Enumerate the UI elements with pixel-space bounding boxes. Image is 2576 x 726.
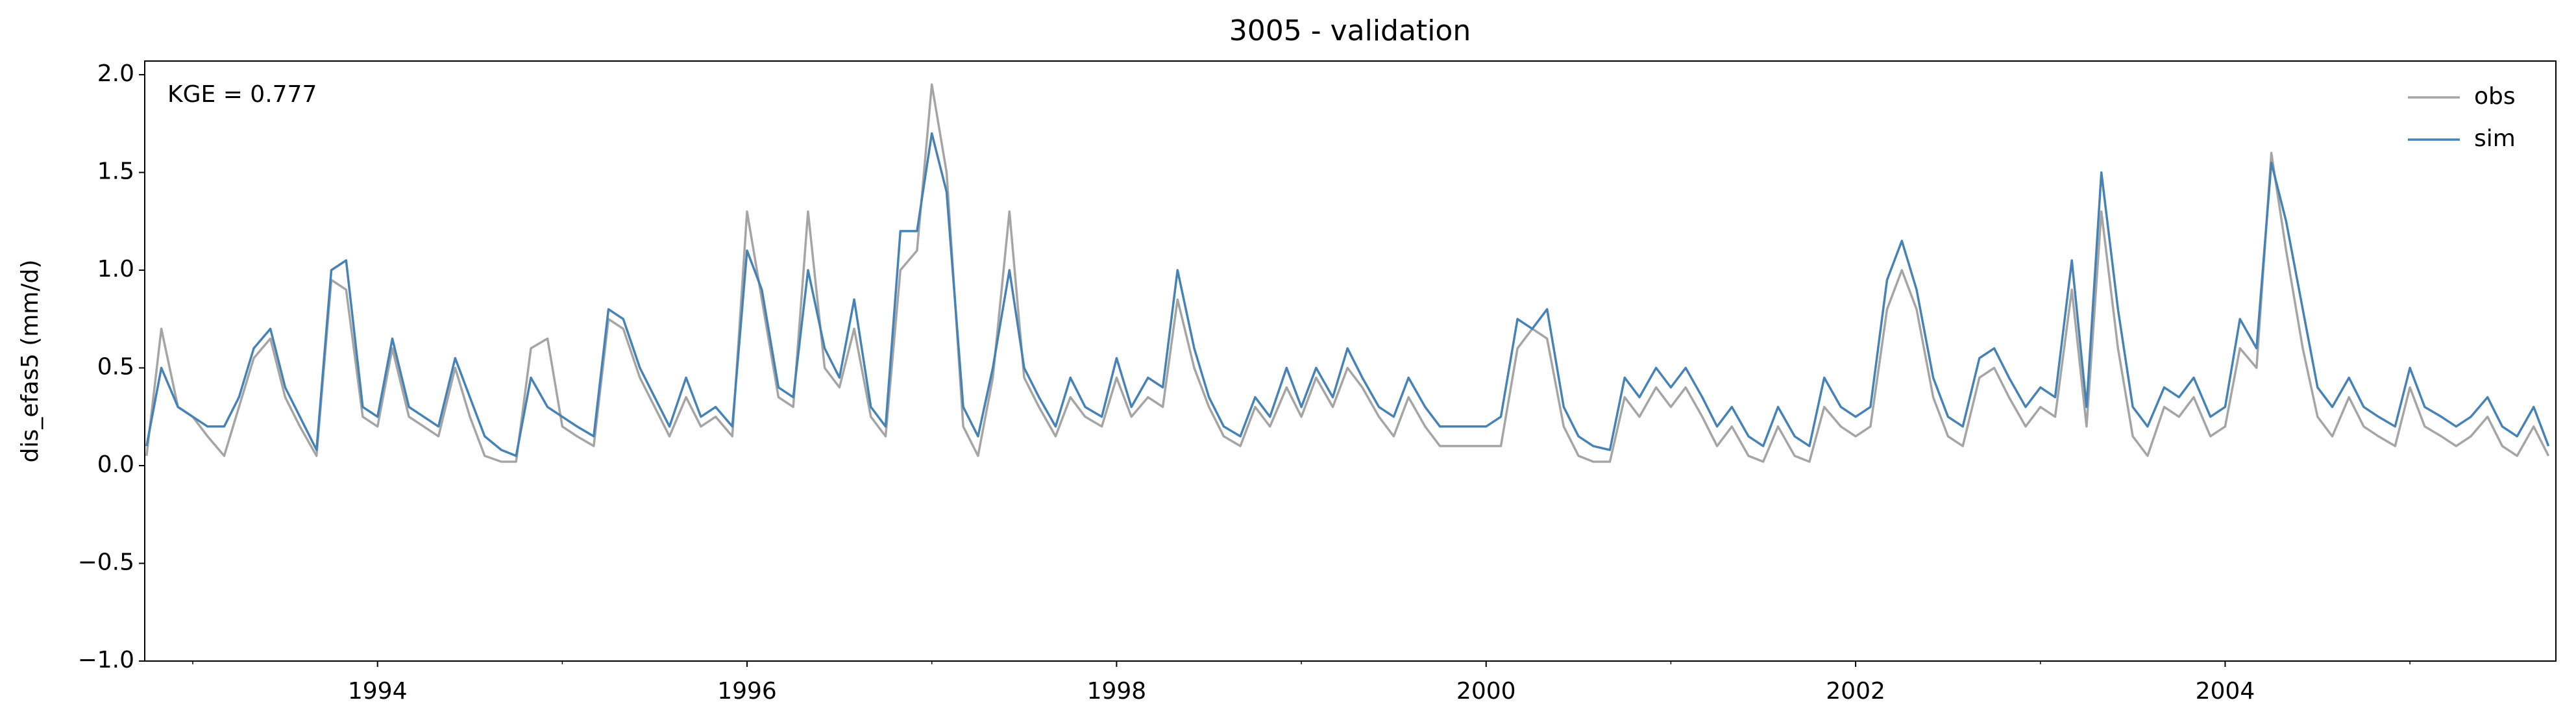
y-tick-label: −1.0 — [78, 647, 134, 673]
plot-frame — [144, 60, 2557, 662]
y-tick-label: 0.0 — [97, 451, 134, 478]
annotation: KGE = 0.777 — [167, 81, 317, 108]
x-tick-label: 1996 — [717, 678, 777, 705]
series-line — [145, 132, 2550, 457]
chart-title: 3005 - validation — [1229, 14, 1471, 47]
x-tick-label: 1994 — [348, 678, 408, 705]
y-tick-label: 2.0 — [97, 60, 134, 87]
y-tick-label: 0.5 — [97, 354, 134, 381]
y-tick-label: 1.5 — [97, 158, 134, 185]
x-tick-label: 1998 — [1087, 678, 1147, 705]
series-line — [145, 83, 2550, 463]
x-tick-label: 2004 — [2196, 678, 2255, 705]
legend-label: obs — [2474, 83, 2516, 110]
x-tick-label: 2000 — [1456, 678, 1516, 705]
legend-label: sim — [2474, 125, 2516, 152]
x-tick-label: 2002 — [1826, 678, 1885, 705]
y-axis-label: dis_efas5 (mm/d) — [17, 260, 43, 463]
y-tick-label: 1.0 — [97, 256, 134, 282]
y-tick-label: −0.5 — [78, 549, 134, 576]
